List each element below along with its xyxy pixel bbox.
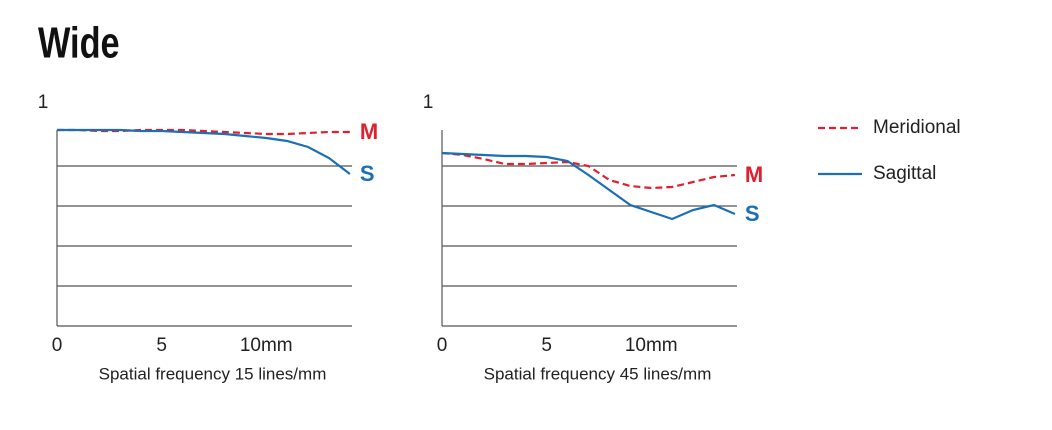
legend-label: Sagittal (873, 163, 936, 184)
y-tick-label: 1 (38, 92, 49, 113)
y-tick-label: 1 (423, 92, 434, 113)
legend-label: Meridional (873, 117, 961, 138)
series-end-label: M (745, 162, 763, 187)
x-tick-label: 10mm (240, 335, 293, 356)
series-line (441, 151, 736, 221)
series-line (57, 128, 351, 175)
x-axis-label: Spatial frequency 45 lines/mm (484, 364, 712, 383)
series-end-label: S (745, 201, 760, 226)
x-tick-label: 5 (156, 335, 167, 356)
series-line (441, 151, 736, 190)
x-tick-label: 10mm (625, 335, 678, 356)
series-end-label: S (360, 161, 375, 186)
series-end-label: M (360, 119, 378, 144)
page-title: Wide (38, 19, 120, 68)
x-tick-label: 0 (437, 335, 448, 356)
x-tick-label: 5 (541, 335, 552, 356)
x-axis-label: Spatial frequency 15 lines/mm (99, 364, 327, 383)
x-tick-label: 0 (52, 335, 63, 356)
